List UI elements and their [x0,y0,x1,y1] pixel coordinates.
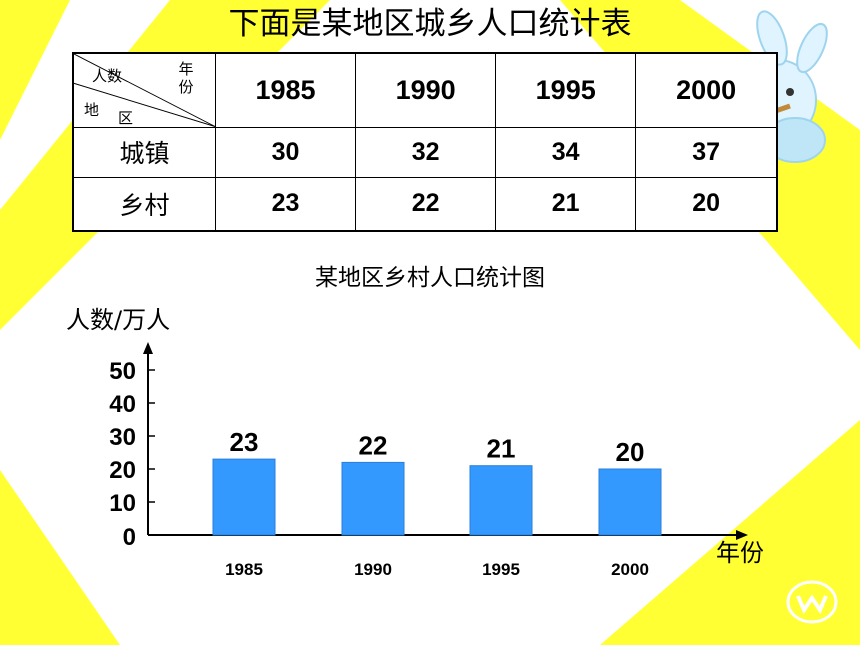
rural-value-2000: 20 [635,176,778,232]
table-row-rural: 乡村 23 22 21 20 [72,176,778,232]
rural-value-1995: 21 [495,176,637,232]
y-tick-label: 0 [123,524,136,551]
y-axis-arrow [143,342,153,354]
table-header-row: 人数 年份 地 区 1985 1990 1995 2000 [72,52,778,128]
bar-data-label: 22 [359,430,388,460]
mascot-rabbit-icon [725,10,828,163]
x-tick-label: 1990 [354,560,392,579]
row-label-rural: 乡村 [72,176,216,232]
bar-1990 [341,461,405,536]
year-header-2000: 2000 [635,52,778,128]
diagonal-lines [74,54,215,127]
bar-data-label: 20 [616,437,645,467]
urban-value-1990: 32 [355,126,497,178]
x-tick-label: 2000 [611,560,649,579]
x-tick-label: 1995 [482,560,520,579]
bar-1995 [469,465,533,536]
y-tick-label: 40 [109,391,136,418]
year-header-1990: 1990 [355,52,497,128]
bar-1985 [212,458,276,536]
y-tick-label: 50 [109,358,136,385]
y-tick-label: 10 [109,490,136,517]
x-tick-label: 1985 [225,560,263,579]
corner-label-region-2: 区 [118,109,134,127]
bar-data-label: 21 [487,434,516,464]
corner-label-year: 年份 [178,60,194,96]
year-header-1995: 1995 [495,52,637,128]
urban-value-1985: 30 [214,126,357,178]
population-table: 人数 年份 地 区 1985 1990 1995 2000 城镇 30 32 3… [72,52,778,232]
rural-value-1985: 23 [214,176,357,232]
page-title: 下面是某地区城乡人口统计表 [228,6,632,42]
y-tick-label: 30 [109,424,136,451]
x-axis-arrow [736,530,748,540]
y-axis-label: 人数/万人 [66,306,171,334]
corner-label-region-1: 地 [84,101,100,119]
rural-value-1990: 22 [355,176,497,232]
bar-data-label: 23 [230,427,259,457]
chart-title: 某地区乡村人口统计图 [315,265,545,291]
y-tick-label: 20 [109,457,136,484]
urban-value-1995: 34 [495,126,637,178]
corner-label-people: 人数 [92,67,123,85]
row-label-urban: 城镇 [72,126,216,178]
bar-2000 [598,468,662,536]
logo-badge-icon [786,580,838,624]
corner-header-cell: 人数 年份 地 区 [72,52,216,128]
year-header-1985: 1985 [214,52,357,128]
table-row-urban: 城镇 30 32 34 37 [72,126,778,178]
x-axis-label: 年份 [716,539,764,567]
